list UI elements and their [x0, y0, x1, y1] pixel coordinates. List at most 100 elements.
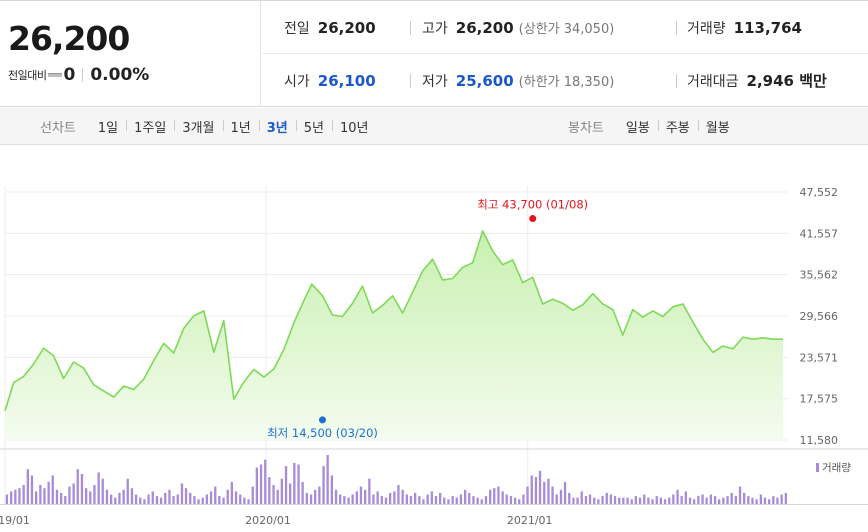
- divider: [676, 74, 677, 88]
- stat-open-label: 시가: [284, 73, 310, 90]
- volume-bar: [722, 497, 725, 504]
- volume-bar: [676, 489, 679, 504]
- volume-bar: [284, 466, 288, 504]
- volume-legend-label: 거래량: [822, 462, 851, 474]
- volume-bar: [543, 481, 546, 504]
- volume-bar: [47, 481, 50, 504]
- volume-bar: [243, 497, 246, 504]
- volume-bar: [455, 497, 458, 504]
- volume-bar: [663, 499, 667, 504]
- volume-legend-swatch: [816, 463, 819, 472]
- volume-bar: [201, 497, 204, 504]
- volume-bar: [264, 459, 267, 504]
- volume-bar: [480, 499, 483, 504]
- volume-bar: [189, 492, 192, 504]
- volume-bar: [239, 494, 242, 504]
- volume-bar: [30, 475, 34, 504]
- y-tick-label: 11,580: [800, 434, 839, 447]
- candle-period-button-2[interactable]: 월봉: [697, 117, 738, 136]
- volume-bar: [122, 489, 125, 504]
- period-button-4[interactable]: 3년: [258, 117, 296, 136]
- stats-row-2: 시가 26,100 저가 25,600 (하한가 18,350) 거래대금 2,…: [262, 54, 868, 107]
- stat-prev-label: 전일: [284, 20, 310, 37]
- volume-bar: [380, 496, 383, 504]
- volume-bar: [26, 469, 29, 504]
- volume-bar: [476, 497, 479, 504]
- stat-high-value: 26,200: [455, 18, 514, 37]
- volume-bar: [289, 483, 292, 504]
- volume-bar: [730, 492, 733, 504]
- volume-bar: [522, 494, 525, 504]
- line-chart-periods: 선차트 1일 1주일 3개월 1년 3년 5년 10년: [40, 108, 377, 145]
- volume-bar: [126, 478, 129, 504]
- change-row: 전일대비 0 0.00%: [8, 65, 149, 85]
- period-button-3[interactable]: 1년: [222, 117, 259, 136]
- candle-period-button-1[interactable]: 주봉: [657, 117, 698, 136]
- volume-bar: [318, 486, 321, 504]
- change-value: 0: [63, 65, 76, 85]
- volume-bar: [114, 497, 117, 504]
- volume-bar: [22, 485, 25, 504]
- stat-high-label: 고가: [422, 20, 448, 37]
- x-tick-label: 2020/01: [245, 514, 291, 527]
- volume-bar: [672, 494, 675, 504]
- volume-bar: [301, 481, 304, 504]
- volume-bar: [647, 497, 650, 504]
- volume-bar: [151, 491, 154, 504]
- volume-bar: [497, 486, 500, 504]
- stat-volume: 거래량 113,764: [687, 1, 802, 54]
- volume-bar: [143, 499, 146, 504]
- volume-bar: [701, 494, 704, 504]
- period-button-6[interactable]: 10년: [332, 117, 377, 136]
- max-label: 최고 43,700 (01/08): [477, 198, 588, 212]
- change-percent: 0.00%: [90, 65, 150, 85]
- volume-bar: [759, 494, 762, 504]
- unchanged-icon: [48, 73, 63, 77]
- line-chart-title: 선차트: [40, 121, 76, 136]
- volume-bar: [110, 494, 113, 504]
- change-label: 전일대비: [8, 69, 47, 82]
- volume-bar: [755, 499, 758, 504]
- volume-bar: [218, 496, 221, 504]
- volume-bar: [43, 488, 46, 504]
- volume-bar: [655, 496, 658, 504]
- volume-bar: [538, 470, 542, 504]
- candle-period-button-0[interactable]: 일봉: [625, 121, 650, 136]
- volume-bar: [688, 497, 692, 504]
- volume-bar: [459, 494, 463, 504]
- period-button-5[interactable]: 5년: [295, 117, 332, 136]
- volume-bar: [51, 475, 54, 504]
- period-button-0[interactable]: 1일: [97, 121, 119, 136]
- stat-prev-value: 26,200: [317, 18, 376, 37]
- current-price: 26,200: [8, 19, 130, 58]
- volume-bar: [484, 496, 488, 504]
- volume-bar: [514, 497, 517, 504]
- volume-bar: [118, 492, 121, 504]
- volume-bar: [464, 489, 467, 504]
- stat-low-label: 저가: [422, 73, 448, 90]
- volume-bar: [784, 492, 787, 504]
- divider: [410, 21, 411, 35]
- volume-bar: [443, 497, 446, 504]
- stat-amount-value: 2,946 백만: [746, 72, 827, 90]
- period-button-2[interactable]: 3개월: [174, 117, 222, 136]
- volume-bar: [60, 492, 63, 504]
- volume-bar: [80, 474, 84, 504]
- volume-bar: [276, 489, 279, 504]
- stat-volume-value: 113,764: [733, 18, 802, 37]
- stat-high: 고가 26,200 (상한가 34,050): [422, 1, 614, 54]
- y-tick-label: 41,557: [800, 227, 839, 240]
- volume-bar: [85, 488, 88, 504]
- period-button-1[interactable]: 1주일: [126, 117, 174, 136]
- volume-bar: [330, 475, 333, 504]
- volume-bar: [334, 489, 338, 504]
- volume-bar: [409, 496, 413, 504]
- volume-bar: [347, 497, 350, 504]
- volume-bar: [568, 492, 571, 504]
- volume-bar: [343, 496, 346, 504]
- volume-bar: [563, 481, 567, 504]
- volume-bar: [451, 496, 454, 504]
- volume-bar: [555, 494, 558, 504]
- volume-bar: [489, 489, 492, 504]
- volume-bar: [418, 496, 421, 504]
